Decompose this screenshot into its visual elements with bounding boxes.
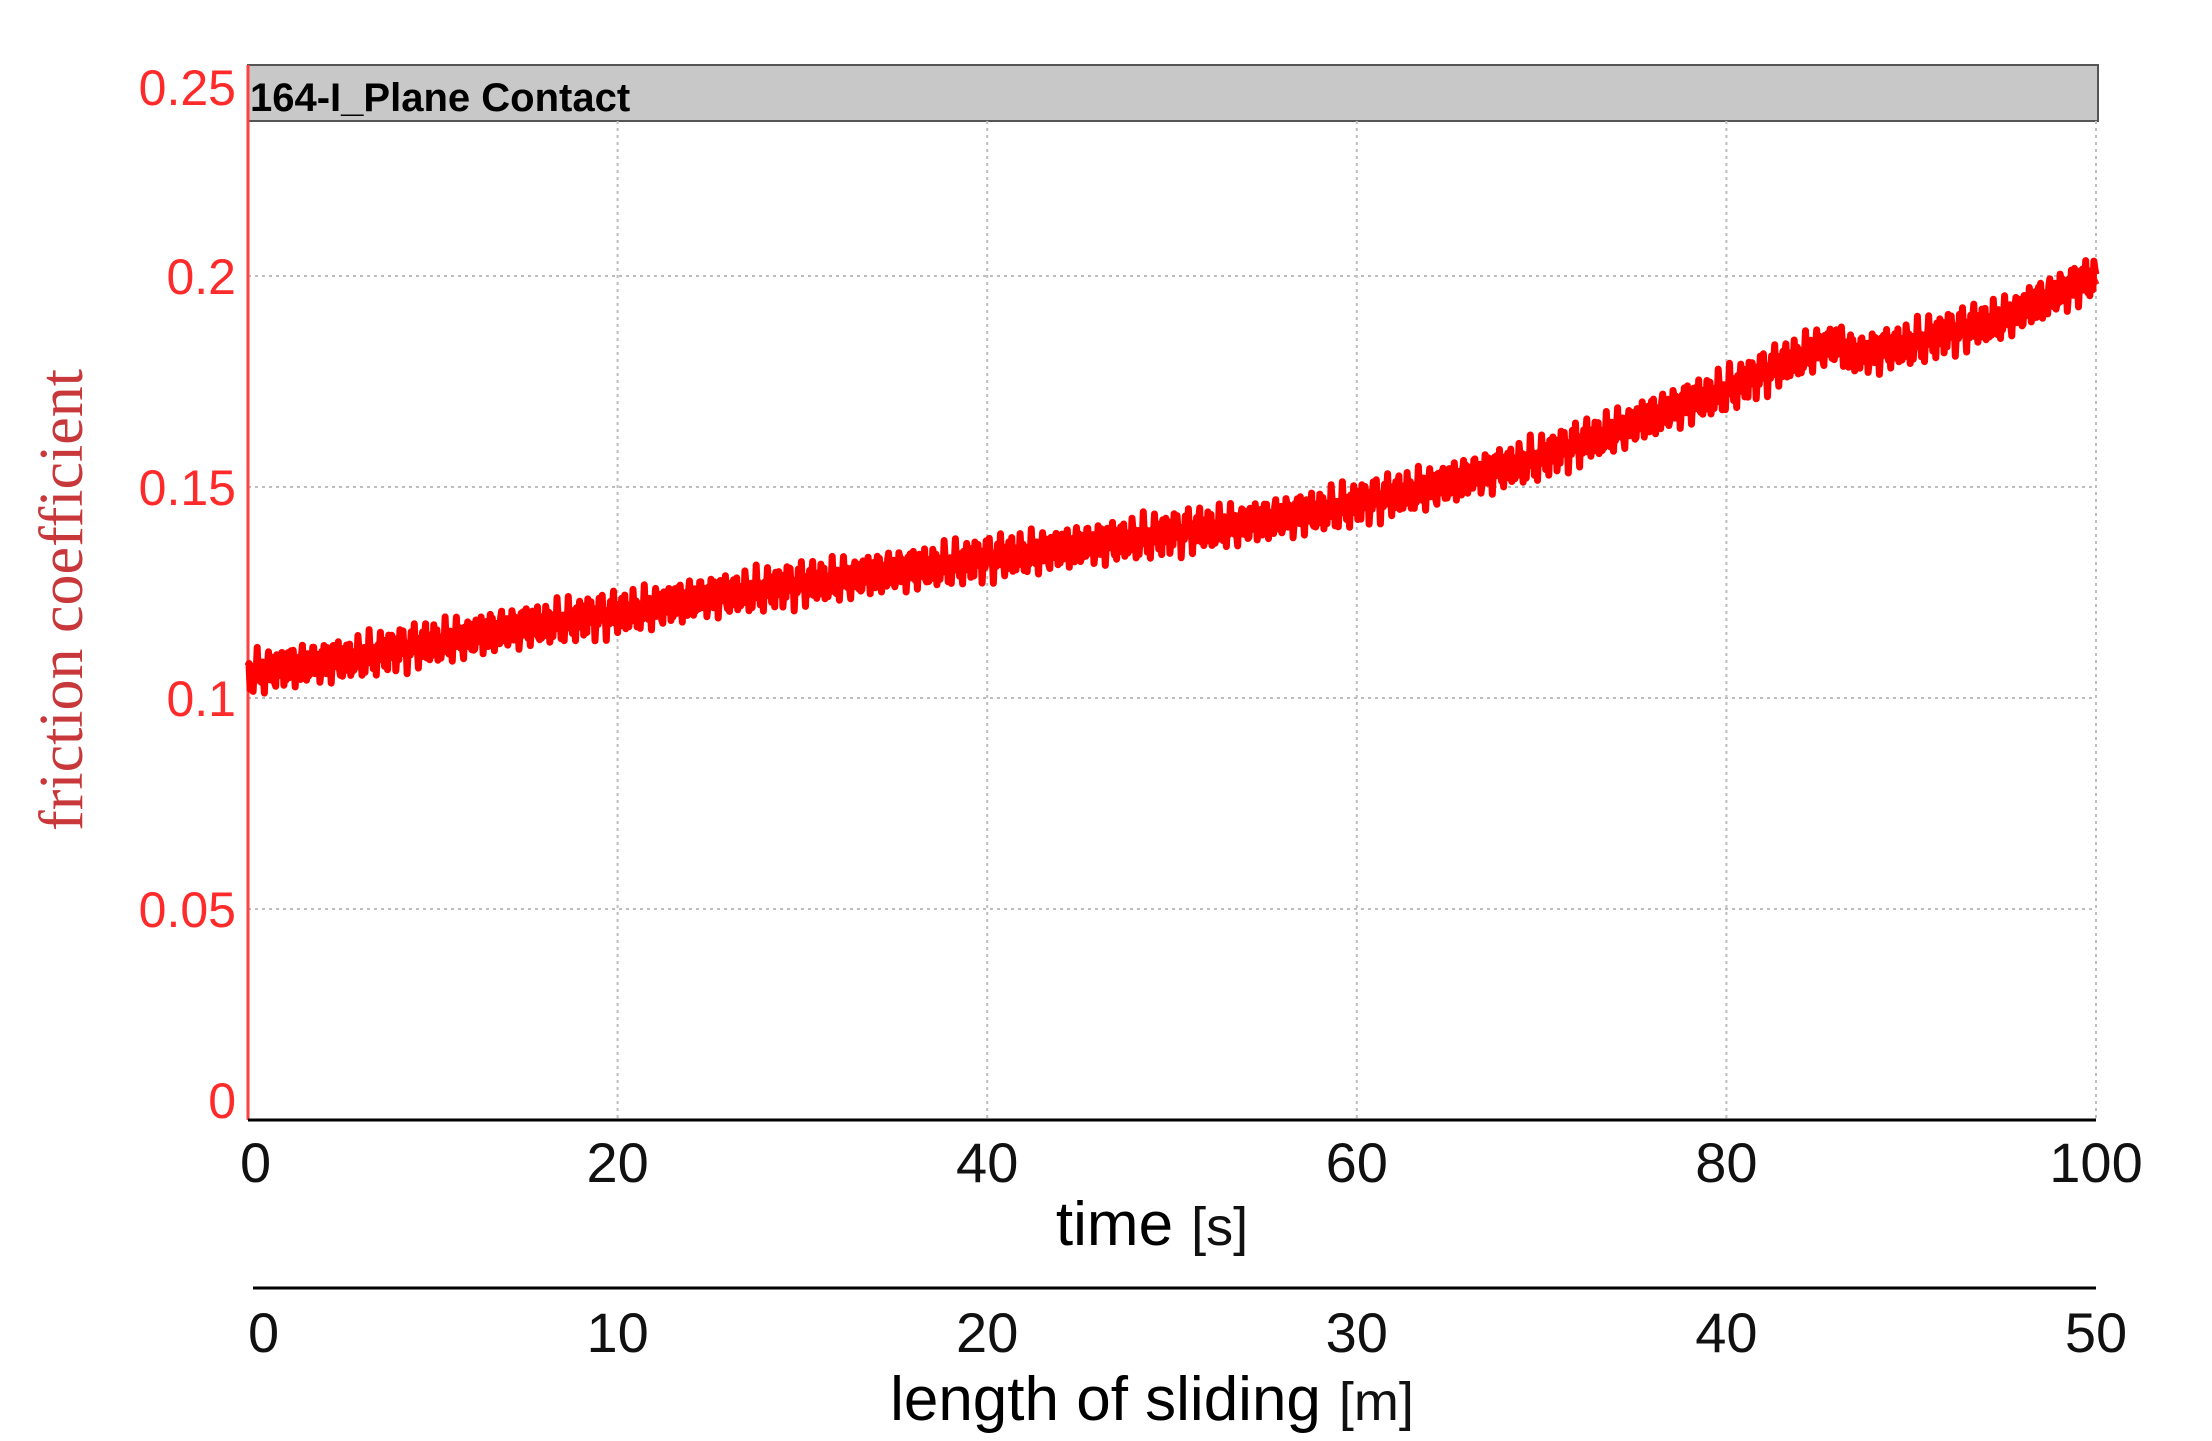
y-tick-label: 0.2 <box>166 249 236 305</box>
x2-tick-label: 40 <box>1695 1301 1757 1364</box>
x2-tick-label: 30 <box>1326 1301 1388 1364</box>
x2-tick-labels: 0 10 20 30 40 50 <box>248 1301 2127 1364</box>
y-tick-label: 0.1 <box>166 671 236 727</box>
x2-tick-label: 20 <box>956 1301 1018 1364</box>
y-tick-label: 0 <box>208 1073 236 1129</box>
x2-tick-label: 10 <box>586 1301 648 1364</box>
x2-tick-label: 0 <box>248 1301 279 1364</box>
y-tick-labels: 0 0.05 0.1 0.15 0.2 0.25 <box>139 60 236 1129</box>
x2-axis-label: length of sliding [m] <box>890 1365 1414 1434</box>
title-bar <box>247 64 2099 122</box>
y-tick-label: 0.25 <box>139 60 236 116</box>
series-trend <box>246 268 2100 681</box>
x-tick-label: 60 <box>1326 1131 1388 1194</box>
x-tick-label: 80 <box>1695 1131 1757 1194</box>
y-tick-label: 0.15 <box>139 460 236 516</box>
x2-tick-label: 50 <box>2065 1301 2127 1364</box>
axes <box>246 65 2096 1122</box>
x2-axis-label-main: length of sliding <box>890 1365 1321 1434</box>
x-tick-label: 40 <box>956 1131 1018 1194</box>
y-tick-label: 0.05 <box>139 882 236 938</box>
x-tick-label: 0 <box>240 1131 271 1194</box>
x-axis-label-main: time <box>1056 1190 1173 1259</box>
x-tick-labels: 0 20 40 60 80 100 <box>240 1131 2143 1194</box>
series-layer <box>244 257 2100 697</box>
x-axis-label-unit: [s] <box>1191 1197 1248 1257</box>
x-axis-label: time [s] <box>1056 1190 1248 1259</box>
x2-axis-label-unit: [m] <box>1339 1372 1414 1432</box>
x-tick-label: 100 <box>2049 1131 2142 1194</box>
y-axis-label: friction coefficient <box>28 369 96 831</box>
chart-title: 164-I_Plane Contact <box>250 76 630 120</box>
x-tick-label: 20 <box>586 1131 648 1194</box>
